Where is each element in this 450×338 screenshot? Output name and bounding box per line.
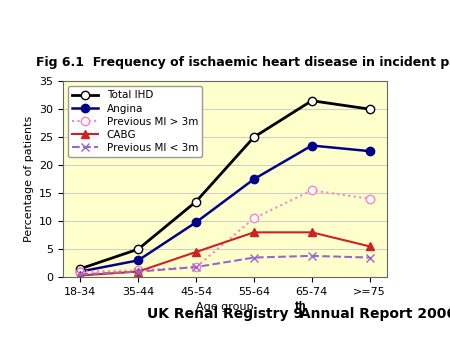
Line: Total IHD: Total IHD	[76, 97, 374, 273]
Total IHD	[309, 99, 315, 103]
Y-axis label: Percentage of patients: Percentage of patients	[23, 116, 34, 242]
Total IHD	[135, 247, 141, 251]
Previous MI > 3m	[78, 269, 83, 273]
Total IHD	[251, 135, 256, 139]
CABG	[135, 269, 141, 273]
CABG	[251, 230, 256, 234]
Previous MI > 3m	[135, 268, 141, 272]
Total IHD	[78, 267, 83, 271]
Previous MI > 3m	[309, 188, 315, 192]
Previous MI < 3m	[194, 265, 199, 269]
CABG	[309, 230, 315, 234]
CABG	[78, 273, 83, 277]
Angina	[251, 177, 256, 181]
Previous MI > 3m	[194, 265, 199, 269]
Line: Previous MI > 3m: Previous MI > 3m	[76, 186, 374, 276]
CABG	[194, 250, 199, 254]
Text: UK Renal Registry 9: UK Renal Registry 9	[147, 307, 303, 321]
Line: Previous MI < 3m: Previous MI < 3m	[76, 252, 374, 279]
Previous MI > 3m	[251, 216, 256, 220]
Angina	[135, 258, 141, 262]
Angina	[367, 149, 372, 153]
Previous MI < 3m	[309, 254, 315, 258]
Text: Fig 6.1  Frequency of ischaemic heart disease in incident patients: Fig 6.1 Frequency of ischaemic heart dis…	[36, 56, 450, 69]
Text: Annual Report 2006: Annual Report 2006	[295, 307, 450, 321]
CABG	[367, 244, 372, 248]
Previous MI > 3m	[367, 197, 372, 201]
Total IHD	[367, 107, 372, 111]
Text: th: th	[295, 301, 306, 311]
Previous MI < 3m	[251, 256, 256, 260]
Previous MI < 3m	[135, 269, 141, 273]
Legend: Total IHD, Angina, Previous MI > 3m, CABG, Previous MI < 3m: Total IHD, Angina, Previous MI > 3m, CAB…	[68, 86, 202, 157]
Angina	[309, 144, 315, 148]
Angina	[78, 269, 83, 273]
X-axis label: Age group: Age group	[196, 303, 254, 312]
Line: Angina: Angina	[76, 141, 374, 276]
Total IHD	[194, 199, 199, 203]
Angina	[194, 220, 199, 224]
Line: CABG: CABG	[76, 228, 374, 280]
Previous MI < 3m	[367, 256, 372, 260]
Previous MI < 3m	[78, 272, 83, 276]
